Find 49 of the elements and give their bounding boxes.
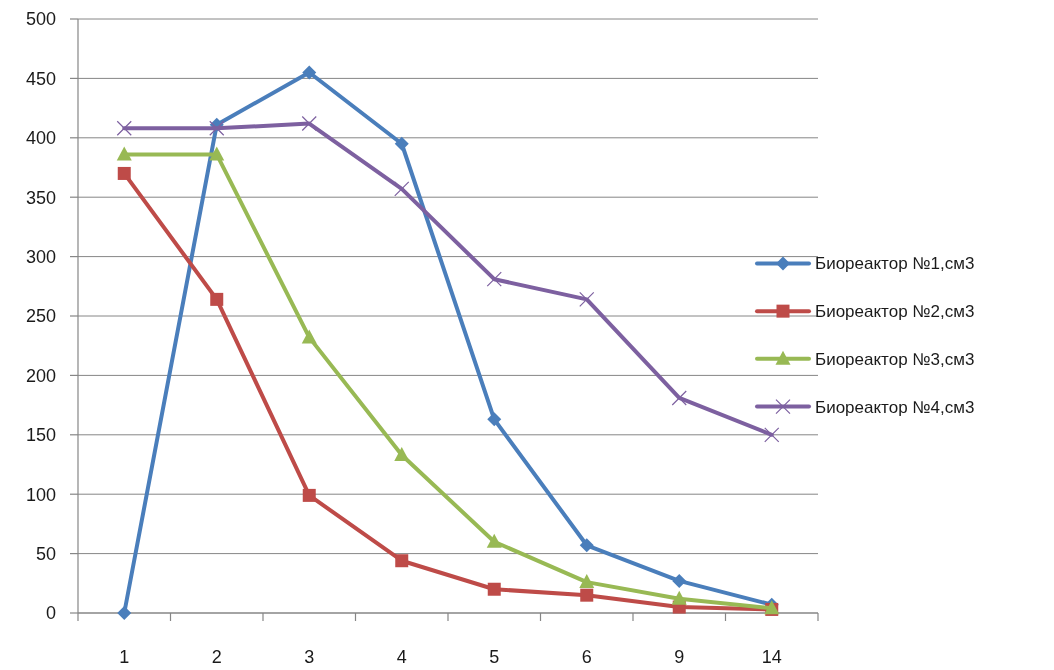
point — [116, 146, 132, 161]
x-tick-label: 4 — [396, 647, 407, 668]
point — [764, 427, 780, 443]
point — [117, 166, 131, 180]
y-tick-label: 400 — [25, 128, 56, 149]
y-tick-label: 150 — [25, 425, 56, 446]
point — [302, 488, 316, 502]
y-tick-label: 100 — [25, 484, 56, 505]
y-tick-label: 200 — [25, 365, 56, 386]
point — [486, 533, 502, 548]
point — [487, 412, 502, 427]
y-tick-label: 350 — [25, 187, 56, 208]
point — [210, 292, 224, 306]
y-tick-label: 450 — [25, 68, 56, 89]
x-tick-label: 14 — [761, 647, 782, 668]
point — [116, 120, 132, 136]
y-tick-label: 50 — [35, 543, 56, 564]
point — [580, 588, 594, 602]
x-tick-label: 5 — [489, 647, 500, 668]
point — [394, 136, 409, 151]
point — [486, 271, 502, 287]
x-tick-label: 1 — [119, 647, 130, 668]
point — [579, 291, 595, 307]
point — [671, 590, 687, 605]
y-tick-label: 300 — [25, 246, 56, 267]
point — [209, 120, 225, 136]
point — [302, 65, 317, 80]
point — [301, 115, 317, 132]
y-tick-label: 250 — [25, 306, 56, 327]
legend-label: Биореактор №1,см3 — [815, 254, 975, 274]
point — [209, 146, 225, 161]
y-tick-label: 500 — [25, 9, 56, 30]
legend-label: Биореактор №2,см3 — [815, 302, 975, 322]
y-tick-label: 0 — [45, 603, 56, 624]
x-tick-label: 9 — [674, 647, 685, 668]
x-tick-label: 6 — [581, 647, 592, 668]
point — [579, 574, 595, 589]
legend-label: Биореактор №3,см3 — [815, 349, 975, 369]
point — [395, 554, 409, 568]
x-tick-label: 2 — [211, 647, 222, 668]
point — [487, 582, 501, 596]
point — [117, 606, 132, 620]
point — [301, 329, 317, 344]
point — [394, 447, 410, 461]
x-tick-label: 3 — [304, 647, 315, 668]
point — [579, 538, 594, 553]
point — [672, 573, 687, 588]
point — [671, 390, 687, 406]
legend-label: Биореактор №4,см3 — [815, 397, 975, 417]
